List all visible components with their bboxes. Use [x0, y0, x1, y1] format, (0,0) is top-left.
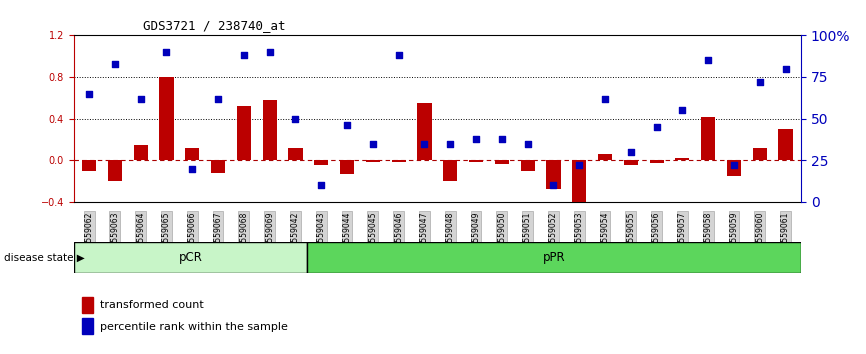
Point [159, 49, 173, 55]
Point [262, 49, 276, 55]
Point [598, 96, 612, 102]
Point [108, 61, 122, 67]
Bar [159, 77, 173, 160]
Point [133, 96, 147, 102]
Bar [185, 148, 199, 160]
Bar [701, 116, 715, 160]
Bar [340, 160, 354, 174]
Text: pCR: pCR [178, 251, 203, 264]
Point [82, 91, 96, 96]
Bar [365, 160, 380, 162]
Point [185, 166, 199, 171]
Point [288, 116, 302, 121]
Bar [391, 160, 406, 162]
Bar [443, 160, 457, 181]
Bar [236, 106, 251, 160]
Point [779, 66, 792, 72]
Bar [262, 100, 277, 160]
Point [546, 182, 560, 188]
Point [417, 141, 431, 147]
Bar [307, 242, 801, 273]
Point [572, 162, 586, 168]
Point [314, 182, 328, 188]
Bar [598, 154, 612, 160]
Point [650, 124, 663, 130]
Bar [546, 160, 560, 189]
Bar [650, 160, 663, 163]
Text: percentile rank within the sample: percentile rank within the sample [100, 322, 288, 332]
Point [701, 57, 715, 63]
Point [443, 141, 457, 147]
Point [366, 141, 380, 147]
Bar [624, 160, 638, 165]
Bar [74, 242, 307, 273]
Bar [314, 160, 328, 165]
Bar [107, 160, 122, 181]
Point [469, 136, 483, 141]
Point [753, 79, 766, 85]
Bar [753, 148, 767, 160]
Bar [133, 144, 148, 160]
Bar [211, 160, 225, 173]
Bar [727, 160, 741, 176]
Bar [469, 160, 483, 162]
Text: disease state ▶: disease state ▶ [4, 252, 85, 263]
Text: transformed count: transformed count [100, 300, 204, 310]
Bar [779, 129, 792, 160]
Text: pPR: pPR [543, 251, 565, 264]
Point [340, 122, 354, 128]
Point [494, 136, 508, 141]
Point [237, 52, 251, 58]
Point [211, 96, 225, 102]
Point [727, 162, 741, 168]
Text: GDS3721 / 238740_at: GDS3721 / 238740_at [143, 19, 286, 33]
Point [624, 149, 637, 155]
Bar [82, 318, 94, 334]
Bar [572, 160, 586, 212]
Bar [417, 103, 431, 160]
Bar [675, 158, 689, 160]
Bar [82, 297, 94, 313]
Point [391, 52, 405, 58]
Bar [288, 148, 302, 160]
Bar [520, 160, 534, 171]
Point [675, 108, 689, 113]
Bar [494, 160, 509, 164]
Point [520, 141, 534, 147]
Bar [82, 160, 96, 171]
